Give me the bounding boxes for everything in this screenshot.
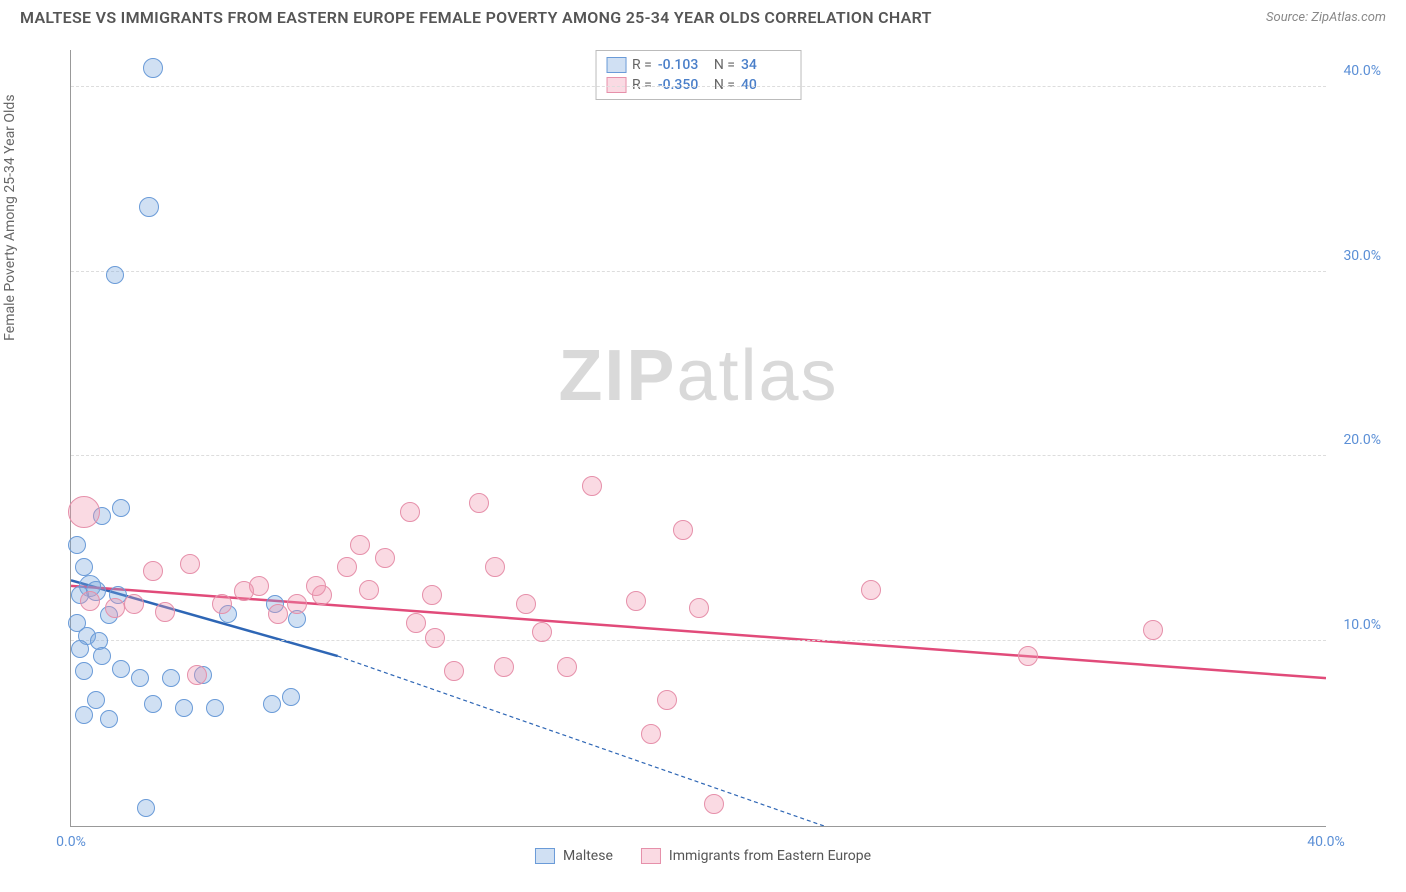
y-axis-label: Female Poverty Among 25-34 Year Olds	[2, 94, 18, 340]
chart-header: MALTESE VS IMMIGRANTS FROM EASTERN EUROP…	[0, 0, 1406, 33]
data-point	[137, 799, 155, 817]
data-point	[124, 594, 144, 614]
source-attribution: Source: ZipAtlas.com	[1266, 10, 1386, 25]
data-point	[282, 688, 300, 706]
data-point	[143, 58, 163, 78]
plot-area: ZIPatlas R = -0.103 N = 34 R = -0.350 N …	[70, 50, 1326, 827]
data-point	[444, 661, 464, 681]
data-point	[143, 561, 163, 581]
data-point	[400, 502, 420, 522]
chart-container: Female Poverty Among 25-34 Year Olds ZIP…	[20, 40, 1386, 872]
data-point	[689, 598, 709, 618]
data-point	[112, 660, 130, 678]
data-point	[704, 794, 724, 814]
data-point	[626, 591, 646, 611]
data-point	[75, 558, 93, 576]
data-point	[206, 699, 224, 717]
data-point	[516, 594, 536, 614]
data-point	[1143, 620, 1163, 640]
data-point	[106, 266, 124, 284]
swatch-maltese-icon	[606, 57, 626, 73]
x-tick-label: 0.0%	[56, 834, 86, 850]
x-tick-label: 40.0%	[1307, 834, 1345, 850]
data-point	[80, 591, 100, 611]
data-point	[131, 669, 149, 687]
data-point	[425, 628, 445, 648]
data-point	[641, 724, 661, 744]
data-point	[268, 604, 288, 624]
data-point	[93, 647, 111, 665]
stats-row: R = -0.103 N = 34	[606, 55, 791, 75]
data-point	[68, 536, 86, 554]
data-point	[287, 594, 307, 614]
data-point	[557, 657, 577, 677]
data-point	[263, 695, 281, 713]
data-point	[469, 493, 489, 513]
data-point	[68, 496, 100, 528]
swatch-immigrants-icon	[641, 848, 661, 864]
gridline	[71, 271, 1326, 272]
data-point	[359, 580, 379, 600]
legend-label: Immigrants from Eastern Europe	[669, 848, 871, 864]
y-tick-label: 30.0%	[1331, 248, 1381, 264]
data-point	[75, 662, 93, 680]
data-point	[337, 557, 357, 577]
legend-item-immigrants: Immigrants from Eastern Europe	[641, 848, 871, 864]
data-point	[485, 557, 505, 577]
data-point	[139, 197, 159, 217]
data-point	[494, 657, 514, 677]
data-point	[532, 622, 552, 642]
data-point	[212, 594, 232, 614]
gridline	[71, 455, 1326, 456]
data-point	[144, 695, 162, 713]
data-point	[175, 699, 193, 717]
data-point	[234, 581, 254, 601]
data-point	[180, 554, 200, 574]
legend-bottom: Maltese Immigrants from Eastern Europe	[535, 848, 871, 864]
chart-title: MALTESE VS IMMIGRANTS FROM EASTERN EUROP…	[20, 8, 932, 27]
data-point	[100, 710, 118, 728]
data-point	[162, 669, 180, 687]
data-point	[87, 691, 105, 709]
swatch-maltese-icon	[535, 848, 555, 864]
data-point	[71, 640, 89, 658]
data-point	[306, 576, 326, 596]
data-point	[406, 613, 426, 633]
data-point	[1018, 646, 1038, 666]
y-tick-label: 40.0%	[1331, 63, 1381, 79]
data-point	[657, 690, 677, 710]
legend-item-maltese: Maltese	[535, 848, 613, 864]
data-point	[350, 535, 370, 555]
data-point	[422, 585, 442, 605]
data-point	[155, 602, 175, 622]
y-tick-label: 10.0%	[1331, 617, 1381, 633]
data-point	[75, 706, 93, 724]
gridline	[71, 86, 1326, 87]
watermark: ZIPatlas	[558, 335, 838, 417]
data-point	[673, 520, 693, 540]
data-point	[375, 548, 395, 568]
y-tick-label: 20.0%	[1331, 432, 1381, 448]
gridline	[71, 640, 1326, 641]
data-point	[582, 476, 602, 496]
data-point	[105, 598, 125, 618]
data-point	[187, 665, 207, 685]
trendlines-svg	[71, 50, 1326, 826]
legend-label: Maltese	[563, 848, 613, 864]
stats-legend-box: R = -0.103 N = 34 R = -0.350 N = 40	[595, 50, 802, 100]
data-point	[861, 580, 881, 600]
data-point	[112, 499, 130, 517]
